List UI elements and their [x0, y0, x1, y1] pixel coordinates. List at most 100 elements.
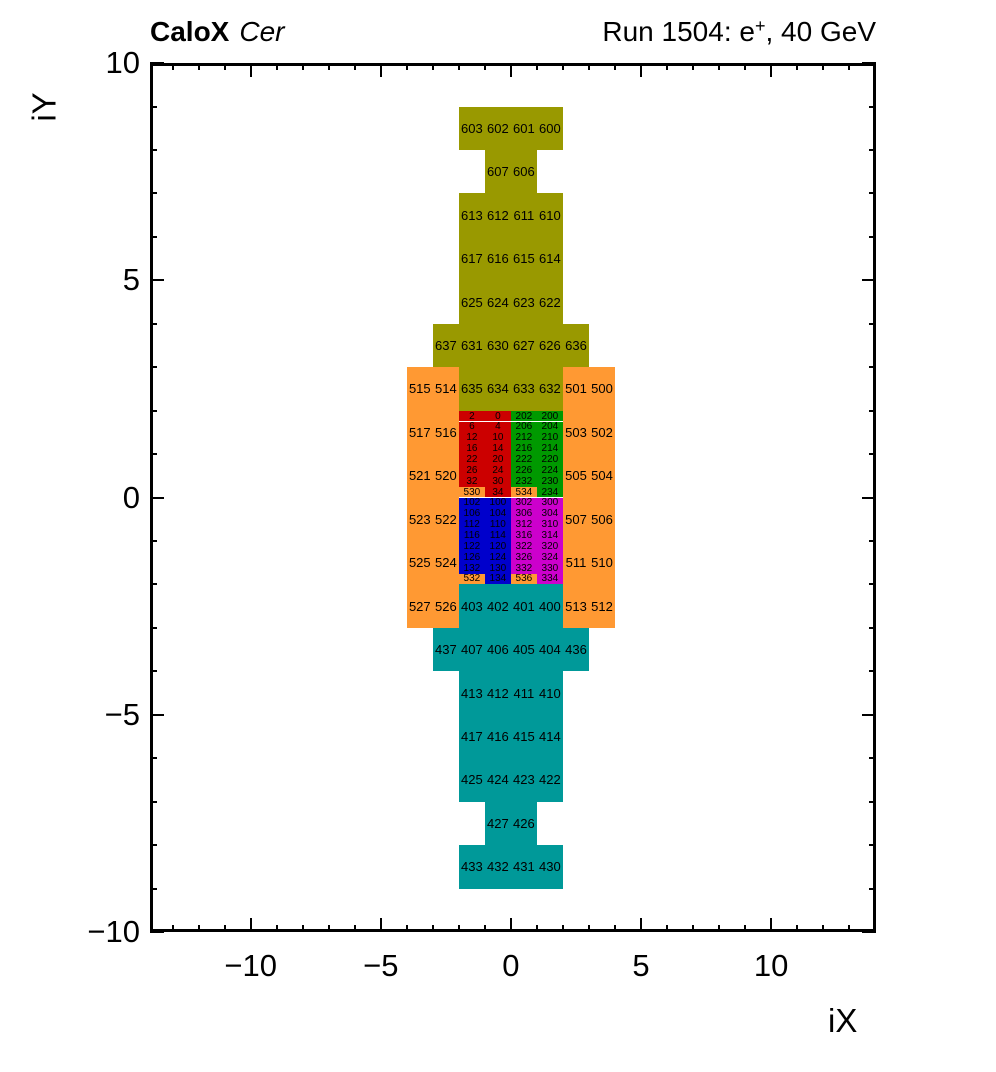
- y-tick: [862, 931, 876, 933]
- x-tick: [535, 925, 538, 932]
- y-tick: [150, 844, 157, 847]
- cell-102: 102: [458, 497, 485, 508]
- cell-512: 512: [589, 584, 615, 628]
- x-tick: [509, 63, 512, 77]
- cell-624: 624: [484, 280, 511, 324]
- x-tick: [379, 918, 382, 932]
- cell-122: 122: [458, 541, 485, 552]
- cell-406: 406: [484, 627, 511, 672]
- x-tick: [614, 63, 616, 70]
- x-tick: [588, 925, 590, 932]
- y-tick: [150, 583, 157, 586]
- y-tick-label: −10: [87, 914, 140, 949]
- y-tick: [150, 409, 157, 412]
- cell-422: 422: [536, 758, 563, 802]
- cell-334: 334: [536, 573, 563, 584]
- cell-614: 614: [536, 236, 563, 281]
- cell-124: 124: [484, 552, 511, 563]
- y-tick: [150, 496, 164, 499]
- cell-322: 322: [510, 541, 537, 552]
- x-tick: [301, 925, 304, 932]
- y-tick: [150, 626, 157, 629]
- x-tick: [562, 63, 564, 70]
- y-tick: [869, 626, 876, 629]
- y-tick: [869, 887, 876, 890]
- cell-600: 600: [536, 106, 563, 150]
- cell-226: 226: [510, 465, 537, 476]
- y-axis-title: iY: [25, 92, 63, 122]
- y-tick: [150, 800, 157, 803]
- x-tick: [718, 925, 721, 932]
- y-tick: [869, 453, 876, 456]
- y-tick-label: −5: [104, 696, 140, 732]
- x-tick-label: −5: [363, 948, 399, 983]
- cell-222: 222: [510, 454, 537, 465]
- cell-427: 427: [484, 801, 511, 846]
- cell-430: 430: [536, 845, 563, 889]
- cell-400: 400: [536, 584, 563, 628]
- cell-234: 234: [536, 487, 563, 498]
- y-tick: [150, 105, 157, 108]
- cell-536: 536: [510, 573, 537, 584]
- x-tick-label: −10: [224, 948, 277, 983]
- cell-516: 516: [432, 410, 459, 455]
- run-info: Run 1504: e: [602, 16, 755, 47]
- cell-511: 511: [563, 541, 589, 585]
- cell-515: 515: [406, 367, 433, 411]
- cell-114: 114: [484, 530, 511, 541]
- x-tick-label: 5: [632, 948, 650, 983]
- x-tick: [431, 63, 434, 70]
- y-tick: [150, 192, 157, 195]
- y-tick: [869, 105, 876, 108]
- y-tick: [869, 583, 876, 586]
- x-tick: [431, 925, 434, 932]
- cell-631: 631: [458, 323, 485, 368]
- x-tick: [822, 63, 825, 70]
- x-tick: [718, 63, 721, 70]
- cell-106: 106: [458, 508, 485, 519]
- cell-635: 635: [458, 367, 485, 411]
- x-tick: [822, 925, 825, 932]
- cell-510: 510: [589, 541, 615, 585]
- cell-310: 310: [536, 519, 563, 530]
- cell-433: 433: [458, 845, 485, 889]
- cell-0: 0: [484, 411, 511, 422]
- cell-504: 504: [589, 454, 615, 498]
- x-tick: [197, 925, 200, 932]
- y-tick: [869, 235, 876, 238]
- y-tick: [869, 148, 876, 151]
- cell-206: 206: [510, 421, 537, 432]
- cell-407: 407: [458, 627, 485, 672]
- x-tick: [171, 63, 174, 70]
- cell-120: 120: [484, 541, 511, 552]
- cell-514: 514: [432, 367, 459, 411]
- plot-title-right: Run 1504: e+, 40 GeV: [602, 16, 876, 48]
- y-tick: [862, 713, 876, 716]
- x-tick: [483, 925, 486, 932]
- cell-414: 414: [536, 714, 563, 759]
- x-tick: [457, 925, 460, 932]
- cell-606: 606: [510, 149, 537, 194]
- cell-415: 415: [510, 714, 537, 759]
- cell-104: 104: [484, 508, 511, 519]
- cell-520: 520: [432, 454, 459, 498]
- cell-220: 220: [536, 454, 563, 465]
- y-tick: [869, 192, 876, 195]
- cell-26: 26: [458, 465, 485, 476]
- cell-24: 24: [484, 465, 511, 476]
- cell-500: 500: [589, 367, 615, 411]
- x-axis-title: iX: [828, 1002, 858, 1039]
- x-tick-label: 0: [502, 948, 520, 983]
- cell-634: 634: [484, 367, 511, 411]
- y-tick: [150, 670, 157, 673]
- cell-403: 403: [458, 584, 485, 628]
- x-tick: [692, 925, 695, 932]
- cell-332: 332: [510, 563, 537, 574]
- cell-632: 632: [536, 367, 563, 411]
- beam-energy: , 40 GeV: [765, 16, 876, 47]
- x-tick: [301, 63, 304, 70]
- cell-202: 202: [510, 411, 537, 422]
- x-tick: [353, 925, 356, 932]
- x-tick: [770, 918, 773, 932]
- cell-112: 112: [458, 519, 485, 530]
